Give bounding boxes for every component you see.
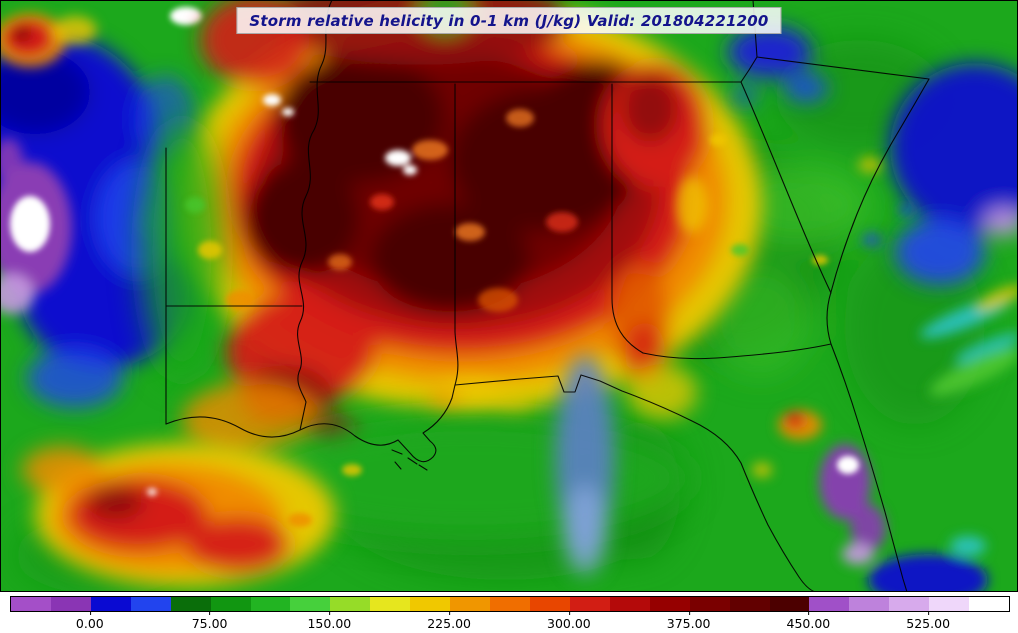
field-bottomleft-warm xyxy=(22,443,335,587)
border-ga-fl xyxy=(642,343,832,360)
field-atlantic-stripes xyxy=(676,157,1018,396)
border-ms-al xyxy=(454,83,459,386)
coast-atlantic xyxy=(826,78,930,345)
colorbar-segment xyxy=(529,597,570,611)
helicity-field xyxy=(0,0,1018,592)
colorbar-tick-label: 75.00 xyxy=(191,612,228,631)
colorbar-segment xyxy=(769,597,810,611)
colorbar-segment xyxy=(649,597,690,611)
colorbar-segment xyxy=(929,597,970,611)
field-atlantic-east xyxy=(728,26,1018,285)
colorbar-segment xyxy=(250,597,291,611)
colorbar-segment xyxy=(889,597,930,611)
title-box: Storm relative helicity in 0-1 km (J/kg)… xyxy=(236,7,782,34)
colorbar-tick-label: 375.00 xyxy=(666,612,711,631)
border-mississippi-river xyxy=(297,0,333,431)
map-title: Storm relative helicity in 0-1 km (J/kg)… xyxy=(249,12,769,30)
colorbar-segment xyxy=(90,597,131,611)
colorbar-segment xyxy=(11,597,51,611)
field-florida-white xyxy=(837,456,859,474)
colorbar-tick-label: 450.00 xyxy=(786,612,831,631)
coast-florida-east xyxy=(830,343,908,592)
colorbar-segment xyxy=(729,597,770,611)
coast-gulf xyxy=(165,374,816,592)
field-white-west xyxy=(10,7,202,252)
helicity-map-svg xyxy=(0,0,1018,592)
colorbar-tick-label: 300.00 xyxy=(547,612,591,631)
map-area: Storm relative helicity in 0-1 km (J/kg)… xyxy=(0,0,1018,592)
colorbar-segment xyxy=(210,597,251,611)
colorbar xyxy=(10,596,1010,612)
field-core-mottling xyxy=(263,94,578,312)
border-ga-sc xyxy=(740,81,832,294)
colorbar-segment xyxy=(410,597,451,611)
colorbar-segment xyxy=(290,597,331,611)
field-florida xyxy=(752,410,988,592)
colorbar-segment xyxy=(450,597,491,611)
colorbar-segment xyxy=(370,597,411,611)
state-borders xyxy=(165,0,930,592)
colorbar-tick-label: 150.00 xyxy=(307,612,352,631)
field-topleft-warm xyxy=(0,13,97,67)
colorbar-labels: 0.00 75.00 150.00 225.00 300.00 375.00 450.00 5… xyxy=(10,612,1008,631)
border-al-ga xyxy=(611,83,644,354)
colorbar-segment xyxy=(170,597,211,611)
colorbar-segment xyxy=(130,597,171,611)
colorbar-segment xyxy=(689,597,730,611)
colorbar-segment xyxy=(569,597,610,611)
field-speckles xyxy=(147,134,828,527)
delta-marsh xyxy=(391,449,428,471)
field-gulf-band xyxy=(430,355,615,575)
colorbar-segment xyxy=(849,597,890,611)
colorbar-tick-label: 525.00 xyxy=(906,612,951,631)
colorbar-segment xyxy=(330,597,371,611)
colorbar-segment xyxy=(809,597,850,611)
colorbar-segment xyxy=(609,597,650,611)
colorbar-segment xyxy=(969,597,1010,611)
colorbar-tick-label: 0.00 xyxy=(75,612,104,631)
colorbar-segment xyxy=(490,597,530,611)
colorbar-tick-label: 225.00 xyxy=(427,612,471,631)
colorbar-segment xyxy=(50,597,91,611)
